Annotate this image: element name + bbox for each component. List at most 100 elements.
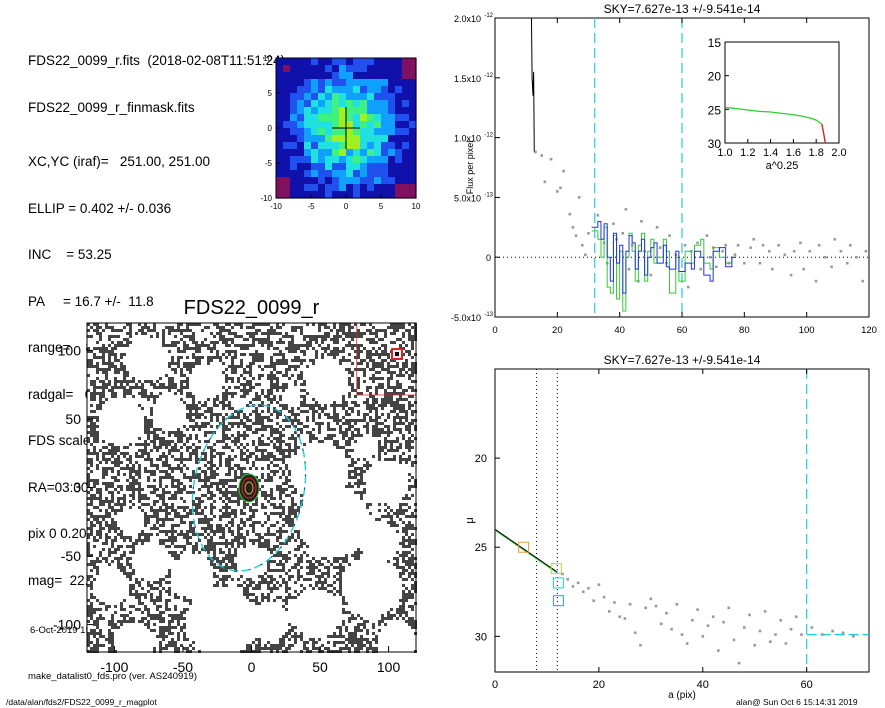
data-point	[597, 583, 601, 586]
footer-user: alan@ Sun Oct 6 15:14:31 2019	[736, 697, 858, 707]
heatmap-cell	[367, 93, 375, 101]
data-point	[691, 619, 694, 622]
heatmap-cell	[360, 170, 368, 178]
heatmap-cell	[346, 93, 354, 101]
heatmap-cell	[332, 121, 340, 129]
masked-star	[395, 352, 399, 356]
data-point	[767, 249, 771, 253]
header-line: PA = 16.7 +/- 11.8	[28, 293, 154, 309]
data-point	[783, 253, 787, 257]
data-point	[580, 243, 584, 247]
heatmap-cell	[339, 184, 347, 192]
heatmap-cell	[374, 170, 382, 178]
heatmap-cell	[360, 93, 368, 101]
heatmap-cell	[395, 100, 403, 108]
heatmap-cell	[353, 142, 361, 150]
heatmap-cell	[381, 128, 389, 136]
heatmap-cell	[395, 58, 403, 66]
heatmap-cell	[346, 121, 354, 129]
data-point	[543, 180, 547, 184]
data-point	[621, 231, 625, 235]
heatmap-cell	[332, 170, 340, 178]
heatmap-cell	[360, 72, 368, 80]
heatmap-cell	[409, 142, 417, 150]
heatmap-cell	[325, 149, 333, 157]
heatmap-cell	[346, 128, 354, 136]
heatmap-cell	[360, 79, 368, 87]
tick-label: 80	[739, 325, 750, 336]
tick-exponent: -12	[484, 133, 493, 139]
heatmap-cell	[332, 93, 340, 101]
heatmap-cell	[297, 191, 305, 199]
aperture-ellipse	[192, 404, 306, 572]
tick-label: 50	[65, 411, 81, 427]
heatmap-cell	[402, 100, 410, 108]
heatmap-cell	[276, 65, 284, 73]
heatmap-cell	[381, 107, 389, 115]
heatmap-cell	[318, 100, 326, 108]
data-point	[824, 255, 827, 259]
heatmap-cell	[353, 149, 361, 157]
heatmap-cell	[367, 121, 375, 129]
heatmap-cell	[346, 191, 354, 199]
data-point	[820, 633, 824, 636]
heatmap-cell	[276, 156, 284, 164]
heatmap-cell	[276, 121, 284, 129]
heatmap-cell	[381, 156, 389, 164]
tick-label: 0	[344, 202, 349, 211]
heatmap-cell	[388, 58, 396, 66]
heatmap-cell	[360, 135, 368, 143]
heatmap-cell	[318, 177, 326, 185]
heatmap-cell	[276, 191, 284, 199]
heatmap-cell	[367, 142, 375, 150]
heatmap-cell	[367, 149, 375, 157]
data-point	[624, 208, 628, 211]
heatmap-cell	[311, 79, 319, 87]
heatmap-cell	[290, 149, 298, 157]
heatmap-cell	[374, 107, 382, 115]
heatmap-cell	[283, 170, 291, 178]
tick-label: 0	[492, 679, 498, 691]
heatmap-cell	[332, 156, 340, 164]
heatmap-cell	[374, 58, 382, 66]
heatmap-cell	[311, 86, 319, 94]
data-point	[774, 633, 777, 636]
heatmap-cell	[402, 65, 410, 73]
heatmap-cell	[388, 100, 396, 108]
plot-frame	[494, 368, 870, 673]
heatmap-cell	[353, 86, 361, 94]
data-point	[736, 243, 740, 247]
data-point	[602, 595, 606, 599]
flux-ylabel: Flux per pixel	[465, 141, 475, 195]
data-point	[584, 253, 587, 257]
heatmap-cell	[332, 184, 340, 192]
heatmap-cell	[325, 135, 333, 143]
flux-profile	[530, 17, 535, 152]
heatmap-cell	[346, 156, 354, 164]
heatmap-cell	[325, 177, 333, 185]
heatmap-cell	[290, 93, 298, 101]
tick-label: 50	[312, 659, 328, 675]
heatmap-cell	[290, 177, 298, 185]
data-point	[714, 265, 718, 269]
heatmap-cell	[318, 142, 326, 150]
tick-label: -100	[53, 617, 81, 633]
header-line: FDS22_0099_r_finmask.fits	[28, 99, 195, 115]
heatmap-cell	[311, 65, 319, 73]
heatmap-cell	[346, 58, 354, 66]
tick-label: 5	[268, 89, 273, 98]
heatmap-cell	[304, 142, 312, 150]
tick-label: 60	[677, 325, 688, 336]
heatmap-cell	[353, 79, 361, 87]
heatmap-cell	[332, 149, 340, 157]
tick-label: 30	[708, 137, 722, 151]
data-point	[571, 226, 575, 229]
heatmap-cell	[311, 135, 319, 143]
tick-label: 0	[486, 253, 491, 263]
heatmap-cell	[395, 72, 403, 80]
heatmap-cell	[339, 177, 347, 185]
heatmap-cell	[346, 86, 354, 94]
data-point	[549, 157, 553, 161]
heatmap-cell	[304, 100, 312, 108]
heatmap-cell	[374, 135, 382, 143]
